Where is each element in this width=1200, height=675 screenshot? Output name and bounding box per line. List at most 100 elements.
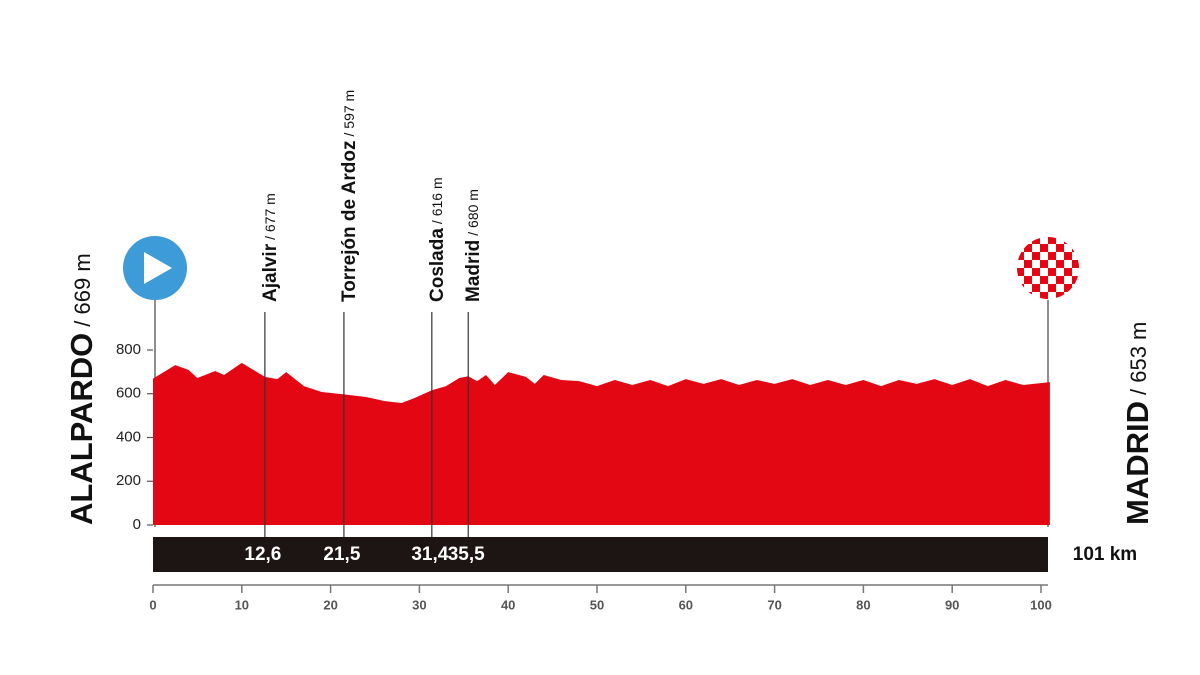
checker-square <box>1072 244 1079 252</box>
checker-square <box>1017 268 1024 276</box>
checker-square <box>1072 292 1079 299</box>
total-distance: 101 km <box>1073 544 1137 565</box>
waypoint-label: Ajalvir / 677 m <box>260 193 281 302</box>
checker-square <box>1032 276 1040 284</box>
checker-square <box>1064 252 1072 260</box>
checker-square <box>1056 276 1064 284</box>
x-tick-label: 60 <box>679 597 693 612</box>
checker-square <box>1072 284 1079 292</box>
checker-square <box>1017 237 1024 244</box>
waypoint-name: Ajalvir <box>260 243 281 302</box>
checker-square <box>1072 260 1079 268</box>
checker-square <box>1032 268 1040 276</box>
checker-square <box>1040 237 1048 244</box>
waypoint-label: Torrejón de Ardoz / 597 m <box>339 90 360 302</box>
waypoint-altitude: / 677 m <box>262 193 278 240</box>
checker-square <box>1024 260 1032 268</box>
checker-square <box>1032 252 1040 260</box>
checker-square <box>1032 244 1040 252</box>
checker-square <box>1024 237 1032 244</box>
finish-label: MADRID / 653 m <box>1120 322 1155 525</box>
checker-square <box>1064 237 1072 244</box>
checker-square <box>1064 284 1072 292</box>
checker-square <box>1048 244 1056 252</box>
waypoint-label: Madrid / 680 m <box>463 189 484 302</box>
checker-square <box>1024 292 1032 299</box>
checker-square <box>1056 237 1064 244</box>
y-tick-label: 0 <box>133 516 141 533</box>
checker-square <box>1056 284 1064 292</box>
x-tick-label: 100 <box>1030 597 1052 612</box>
y-tick-label: 200 <box>116 472 141 489</box>
waypoint-label: Coslada / 616 m <box>427 177 448 302</box>
waypoint-name: Coslada <box>427 228 448 302</box>
checker-square <box>1048 276 1056 284</box>
checker-square <box>1017 276 1024 284</box>
x-tick-label: 80 <box>856 597 870 612</box>
start-altitude: / 669 m <box>70 253 95 326</box>
waypoint-altitude: / 680 m <box>465 189 481 236</box>
elevation-area <box>153 362 1050 525</box>
waypoint-km: 12,6 <box>244 544 281 565</box>
checker-square <box>1040 252 1048 260</box>
x-tick-label: 90 <box>945 597 959 612</box>
checker-square <box>1048 268 1056 276</box>
checker-square <box>1064 260 1072 268</box>
checker-square <box>1048 237 1056 244</box>
x-tick-label: 30 <box>412 597 426 612</box>
waypoint-name: Madrid <box>463 240 484 302</box>
x-tick-label: 40 <box>501 597 515 612</box>
checker-square <box>1024 276 1032 284</box>
checker-square <box>1056 244 1064 252</box>
checker-square <box>1048 252 1056 260</box>
checker-square <box>1056 252 1064 260</box>
checker-square <box>1017 252 1024 260</box>
y-tick-label: 600 <box>116 385 141 402</box>
y-tick-label: 800 <box>116 341 141 358</box>
checker-square <box>1056 268 1064 276</box>
checker-square <box>1017 284 1024 292</box>
checker-square <box>1056 292 1064 299</box>
checker-square <box>1032 237 1040 244</box>
finish-altitude: / 653 m <box>1126 322 1151 395</box>
y-tick-label: 400 <box>116 428 141 445</box>
checker-square <box>1072 252 1079 260</box>
checker-square <box>1040 244 1048 252</box>
finish-icon <box>1017 237 1079 299</box>
checker-square <box>1017 260 1024 268</box>
checker-square <box>1064 292 1072 299</box>
checker-square <box>1040 284 1048 292</box>
checker-square <box>1072 268 1079 276</box>
checker-square <box>1017 244 1024 252</box>
waypoint-km: 31,4 <box>411 544 448 565</box>
x-tick-label: 50 <box>590 597 604 612</box>
waypoint-km: 35,5 <box>448 544 485 565</box>
start-name: ALALPARDO <box>64 333 99 525</box>
checker-square <box>1048 292 1056 299</box>
checker-square <box>1032 260 1040 268</box>
checker-square <box>1032 292 1040 299</box>
waypoint-altitude: / 616 m <box>429 177 445 224</box>
checker-square <box>1024 252 1032 260</box>
checker-square <box>1040 276 1048 284</box>
checker-square <box>1024 284 1032 292</box>
x-tick-label: 20 <box>323 597 337 612</box>
checker-square <box>1040 260 1048 268</box>
finish-name: MADRID <box>1120 401 1155 525</box>
checker-square <box>1048 260 1056 268</box>
checker-square <box>1064 276 1072 284</box>
checker-square <box>1072 276 1079 284</box>
checker-square <box>1056 260 1064 268</box>
checker-square <box>1064 268 1072 276</box>
waypoint-altitude: / 597 m <box>341 90 357 137</box>
x-tick-label: 10 <box>235 597 249 612</box>
x-tick-label: 0 <box>149 597 156 612</box>
checker-square <box>1017 292 1024 299</box>
checker-square <box>1032 284 1040 292</box>
checker-square <box>1040 268 1048 276</box>
start-label: ALALPARDO / 669 m <box>64 253 99 525</box>
distance-band <box>153 537 1048 572</box>
checker-square <box>1040 292 1048 299</box>
checker-square <box>1024 268 1032 276</box>
